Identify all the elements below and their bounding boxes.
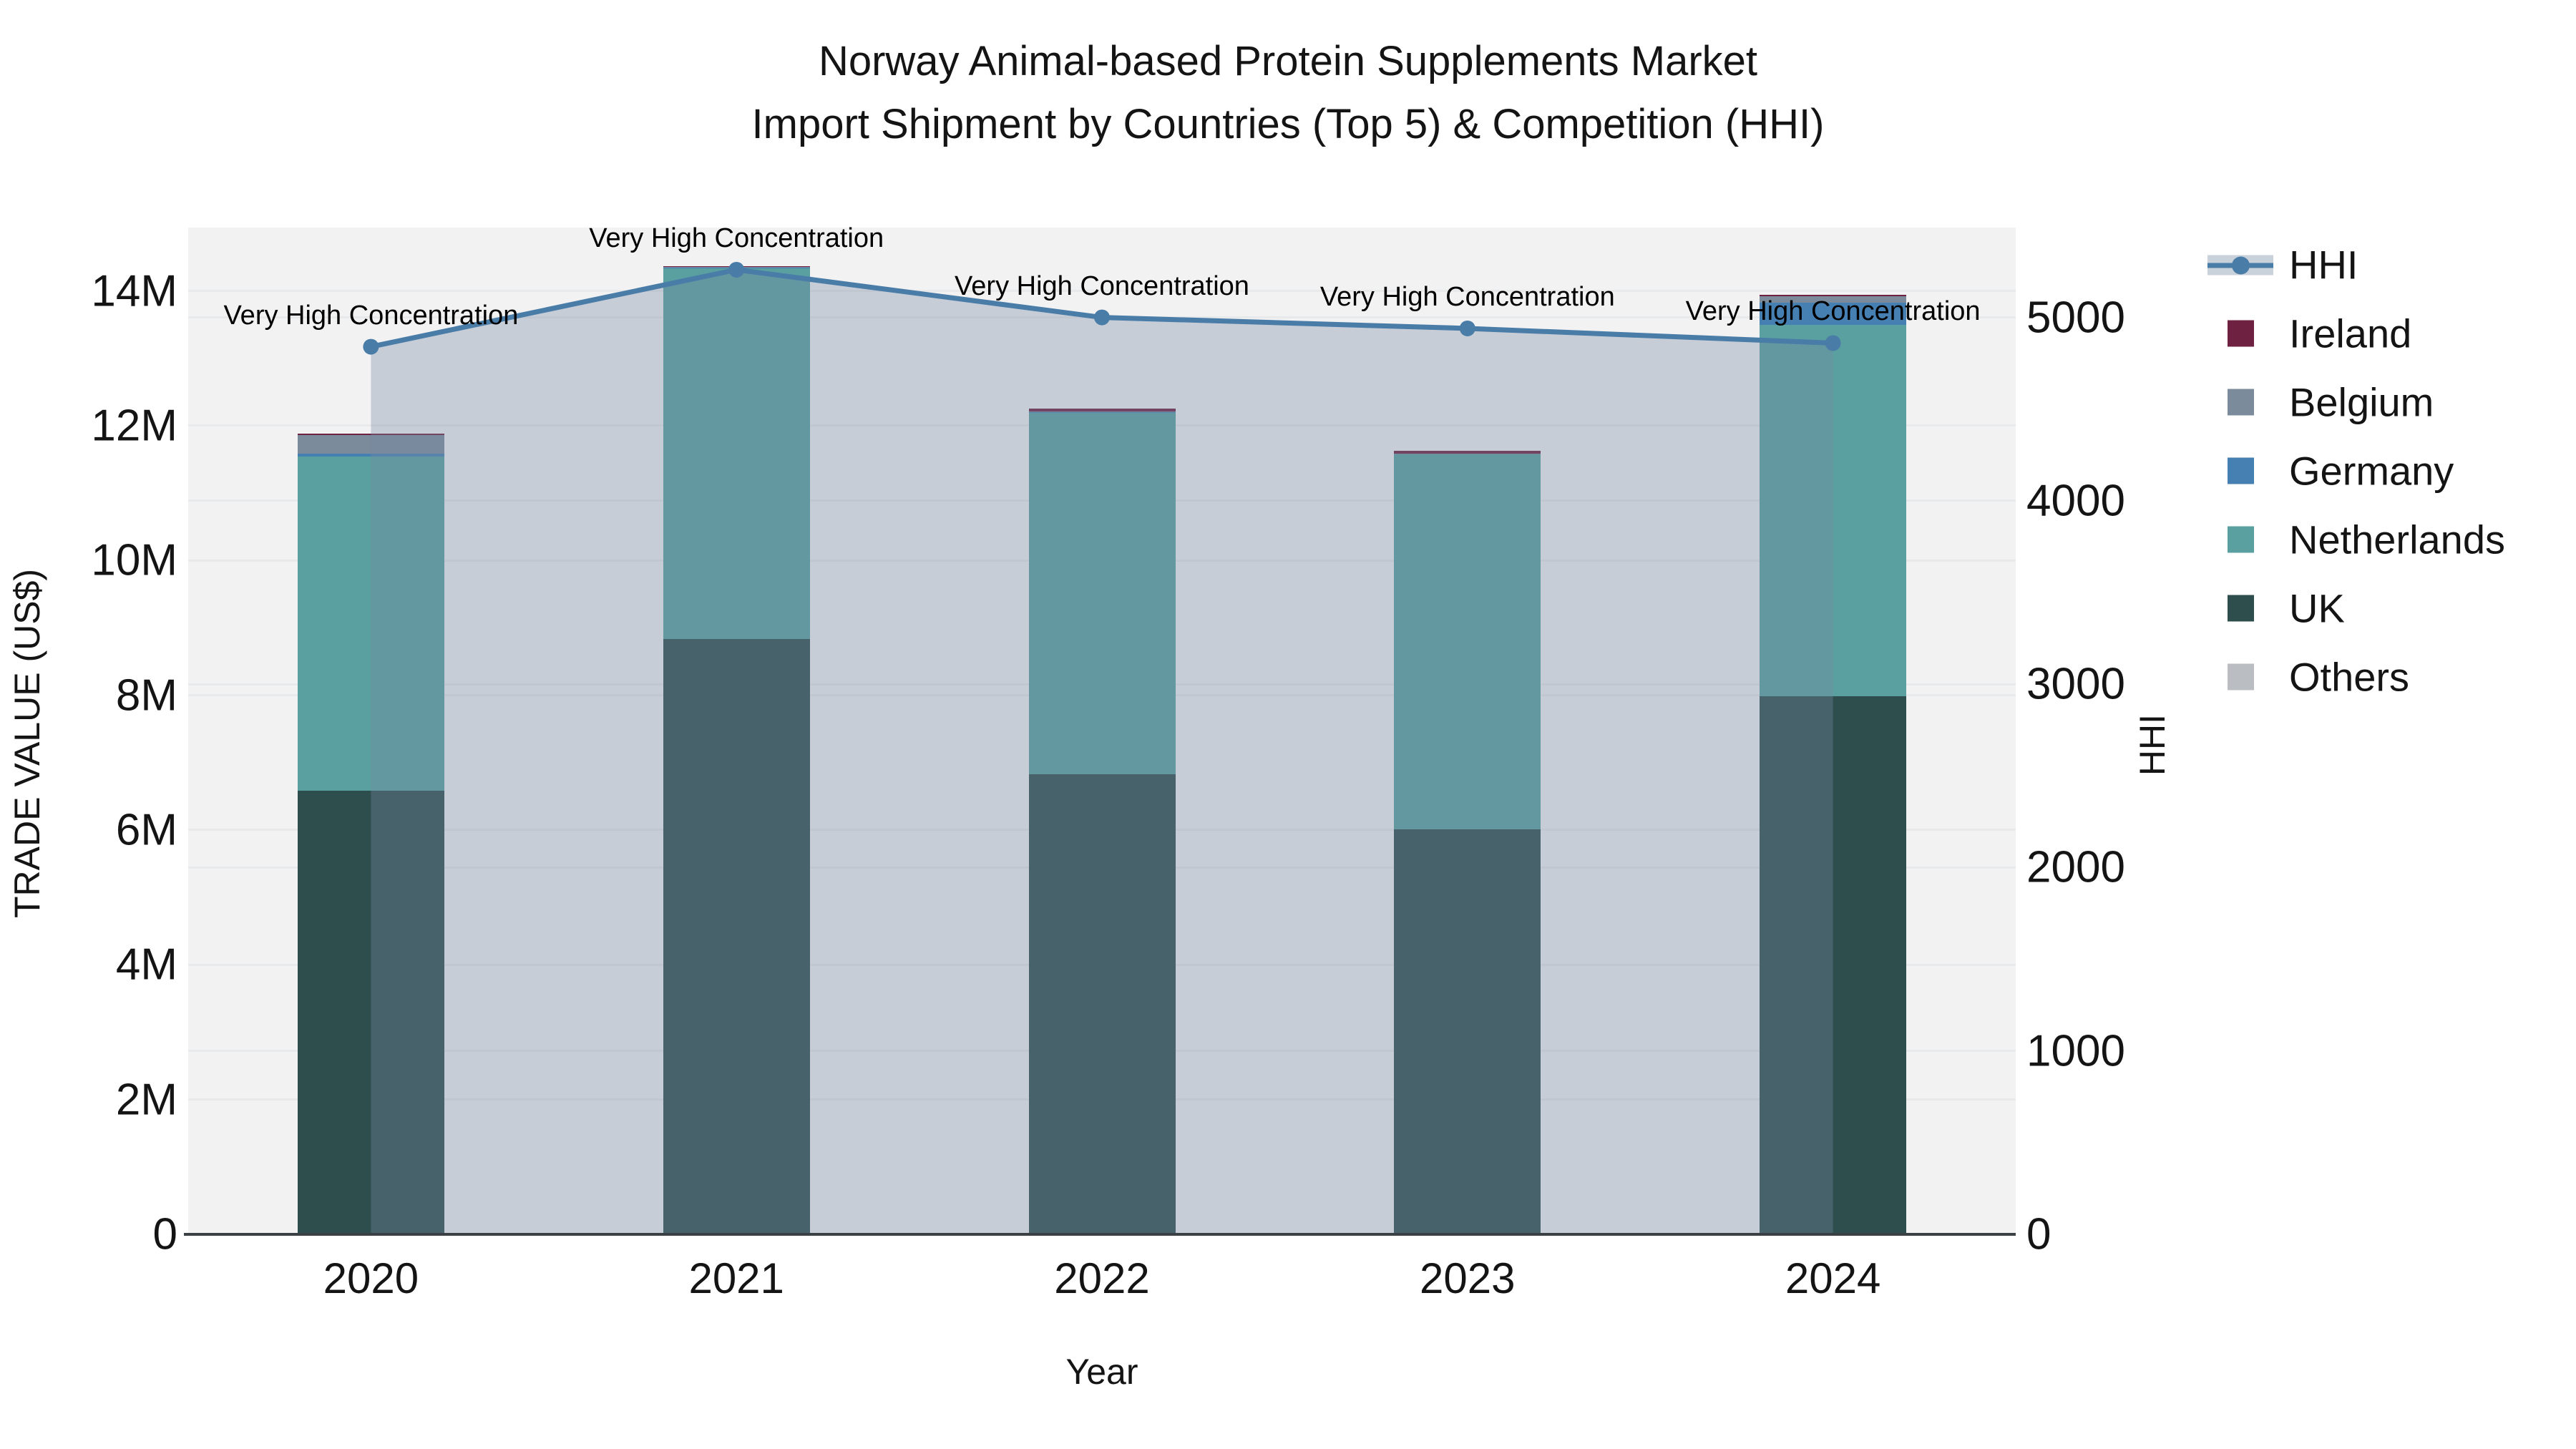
legend-label-belgium: Belgium <box>2289 379 2434 425</box>
x-axis-label: Year <box>1065 1352 1138 1392</box>
legend-item-others: Others <box>2207 654 2409 701</box>
legend-item-uk: UK <box>2207 585 2345 632</box>
legend-item-hhi: HHI <box>2207 242 2358 288</box>
bar-segment-ireland-2024 <box>1760 295 1907 297</box>
y-tick-right-4000: 4000 <box>2026 476 2125 526</box>
legend-item-netherlands: Netherlands <box>2207 517 2505 563</box>
x-tick-2024: 2024 <box>1785 1254 1881 1302</box>
hhi-marker-2023 <box>1459 320 1475 336</box>
color-swatch-ireland <box>2227 320 2254 347</box>
bar-segment-netherlands-2020 <box>297 457 444 791</box>
legend-label-uk: UK <box>2289 585 2345 631</box>
x-axis-line <box>184 1233 2016 1236</box>
legend-item-germany: Germany <box>2207 448 2454 494</box>
legend-swatch-icon <box>2207 449 2273 492</box>
chart-title: Norway Animal-based Protein Supplements … <box>0 30 2576 156</box>
y-tick-right-5000: 5000 <box>2026 293 2125 343</box>
y-tick-left-10M: 10M <box>91 535 177 585</box>
x-tick-2022: 2022 <box>1054 1254 1150 1302</box>
bar-segment-ireland-2020 <box>297 434 444 436</box>
bar-segment-uk-2022 <box>1028 774 1176 1234</box>
annotation-2023: Very High Concentration <box>1319 281 1615 312</box>
annotation-2024: Very High Concentration <box>1685 296 1981 327</box>
bar-segment-netherlands-2024 <box>1760 324 1907 697</box>
bar-segment-netherlands-2022 <box>1028 413 1176 774</box>
y-tick-left-12M: 12M <box>91 401 177 451</box>
hhi-marker-2021 <box>728 261 745 278</box>
legend-swatch-icon <box>2207 587 2273 630</box>
bar-segment-uk-2020 <box>297 791 444 1234</box>
bar-segment-belgium-2024 <box>1760 296 1907 303</box>
chart-title-line2: Import Shipment by Countries (Top 5) & C… <box>751 101 1825 147</box>
bar-segment-germany-2020 <box>297 453 444 457</box>
bar-segment-netherlands-2021 <box>663 268 810 640</box>
y-tick-left-8M: 8M <box>115 670 177 721</box>
color-swatch-uk <box>2227 595 2254 622</box>
bar-segment-uk-2021 <box>663 639 810 1234</box>
bar-segment-belgium-2022 <box>1028 411 1176 413</box>
bar-segment-germany-2024 <box>1760 302 1907 325</box>
hhi-marker-2024 <box>1825 335 1841 351</box>
legend-swatch-icon <box>2207 655 2273 698</box>
legend-swatch-icon <box>2207 312 2273 355</box>
plot-area: Very High Concentration Very High Concent… <box>184 223 2016 1236</box>
y-tick-left-4M: 4M <box>115 940 177 990</box>
y-tick-left-6M: 6M <box>115 805 177 855</box>
y-tick-right-2000: 2000 <box>2026 842 2125 892</box>
bar-segment-uk-2024 <box>1760 696 1907 1234</box>
hhi-area-swatch <box>2207 255 2273 275</box>
color-swatch-belgium <box>2227 389 2254 416</box>
hhi-marker-2022 <box>1094 309 1110 326</box>
hhi-area-fill <box>371 269 1833 1235</box>
chart-title-line1: Norway Animal-based Protein Supplements … <box>818 38 1758 84</box>
bar-segment-belgium-2020 <box>297 435 444 454</box>
legend-item-ireland: Ireland <box>2207 311 2411 357</box>
bar-segment-ireland-2023 <box>1394 450 1541 454</box>
legend-label-others: Others <box>2289 654 2410 700</box>
y-tick-left-2M: 2M <box>115 1075 177 1125</box>
y-axis-label-right: HHI <box>2132 713 2172 776</box>
annotation-2022: Very High Concentration <box>955 270 1249 301</box>
annotation-2021: Very High Concentration <box>589 223 884 253</box>
legend-hhi-line-icon <box>2207 243 2273 286</box>
y-axis-label-left: TRADE VALUE (US$) <box>7 568 47 919</box>
color-swatch-germany <box>2227 457 2254 484</box>
legend-item-belgium: Belgium <box>2207 379 2434 426</box>
color-swatch-netherlands <box>2227 526 2254 553</box>
annotation-2020: Very High Concentration <box>223 300 519 331</box>
legend-label-netherlands: Netherlands <box>2289 517 2505 562</box>
legend-label-ireland: Ireland <box>2289 311 2412 356</box>
y-tick-right-1000: 1000 <box>2026 1026 2125 1076</box>
legend-swatch-icon <box>2207 381 2273 424</box>
y-tick-left-0: 0 <box>152 1209 177 1259</box>
hhi-marker-2020 <box>363 338 379 355</box>
legend-label-germany: Germany <box>2289 448 2454 494</box>
x-tick-2021: 2021 <box>688 1254 784 1302</box>
legend-label-hhi: HHI <box>2289 242 2358 288</box>
hhi-line-chart <box>363 261 1841 1235</box>
x-tick-2023: 2023 <box>1420 1254 1516 1302</box>
legend-swatch-icon <box>2207 518 2273 561</box>
bar-segment-ireland-2022 <box>1028 409 1176 412</box>
x-tick-2020: 2020 <box>323 1254 419 1302</box>
gridline-left-14M <box>188 290 2016 293</box>
bar-segment-germany-2022 <box>1028 412 1176 413</box>
color-swatch-others <box>2227 663 2254 691</box>
y-tick-left-14M: 14M <box>91 266 177 316</box>
y-tick-right-0: 0 <box>2026 1209 2051 1259</box>
y-tick-right-3000: 3000 <box>2026 659 2125 709</box>
bar-segment-netherlands-2023 <box>1394 454 1541 829</box>
hhi-marker-icon <box>2232 256 2250 274</box>
bar-segment-uk-2023 <box>1394 829 1541 1234</box>
